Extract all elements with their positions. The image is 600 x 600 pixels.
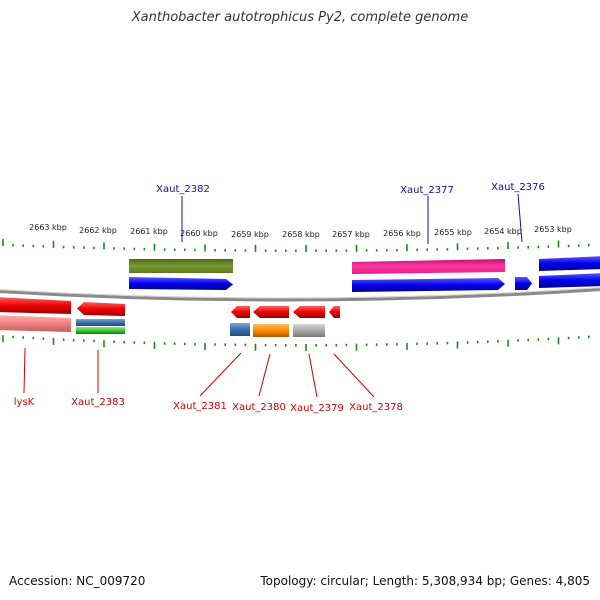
reverse-strand-features	[0, 297, 340, 337]
feature-lysk-pink[interactable]	[0, 315, 71, 332]
label-xaut-2380[interactable]: Xaut_2380	[232, 402, 286, 413]
scale-labels: 2663 kbp 2662 kbp 2661 kbp 2660 kbp 2659…	[29, 223, 572, 239]
scale-label-2662: 2662 kbp	[79, 226, 117, 235]
scale-label-2653: 2653 kbp	[534, 225, 572, 234]
lower-callout-lines	[23, 347, 375, 398]
feature-lysk[interactable]	[0, 297, 71, 314]
scale-label-2658: 2658 kbp	[282, 230, 320, 239]
feature-blue-block-right-bottom[interactable]	[539, 273, 600, 288]
label-xaut-2379[interactable]: Xaut_2379	[290, 403, 344, 414]
lower-labels: lysK Xaut_2383 Xaut_2381 Xaut_2380 Xaut_…	[14, 397, 403, 414]
label-xaut-2378[interactable]: Xaut_2378	[349, 402, 403, 413]
feature-xaut-2376[interactable]	[515, 277, 532, 290]
scale-label-2654: 2654 kbp	[484, 227, 522, 236]
genome-summary-text: Topology: circular; Length: 5,308,934 bp…	[260, 574, 590, 588]
upper-labels: Xaut_2382 Xaut_2377 Xaut_2376	[156, 182, 545, 196]
feature-xaut-2380[interactable]	[253, 306, 289, 318]
feature-xaut-2379[interactable]	[293, 306, 325, 318]
feature-xaut-2377[interactable]	[352, 259, 505, 274]
feature-xaut-2381-steel[interactable]	[230, 323, 250, 336]
feature-blue-arrow-2[interactable]	[352, 278, 505, 292]
genome-backbone	[0, 288, 600, 302]
scale-label-2663: 2663 kbp	[29, 223, 67, 232]
upper-tick-row	[2, 239, 590, 252]
genome-backbone-highlight	[0, 287, 600, 299]
scale-label-2659: 2659 kbp	[231, 230, 269, 239]
feature-blue-block-right-top[interactable]	[539, 256, 600, 271]
genome-title: Xanthobacter autotrophicus Py2, complete…	[131, 10, 469, 25]
feature-xaut-2379-gray[interactable]	[293, 324, 325, 337]
feature-xaut-2383-green[interactable]	[76, 327, 125, 334]
scale-label-2655: 2655 kbp	[434, 228, 472, 237]
upper-callout-lines	[181, 193, 523, 244]
forward-strand-features	[129, 256, 600, 292]
scale-label-2661: 2661 kbp	[130, 227, 168, 236]
scale-label-2656: 2656 kbp	[383, 229, 421, 238]
label-xaut-2383[interactable]: Xaut_2383	[71, 397, 125, 408]
label-xaut-2382[interactable]: Xaut_2382	[156, 184, 210, 195]
scale-label-2660: 2660 kbp	[180, 229, 218, 238]
feature-xaut-2383-steel[interactable]	[76, 319, 125, 326]
label-xaut-2381[interactable]: Xaut_2381	[173, 401, 227, 412]
scale-label-2657: 2657 kbp	[332, 230, 370, 239]
feature-xaut-2378[interactable]	[329, 306, 340, 318]
feature-xaut-2380-orange[interactable]	[253, 324, 289, 337]
feature-xaut-2382[interactable]	[129, 259, 233, 273]
feature-xaut-2381[interactable]	[231, 306, 250, 318]
label-xaut-2376[interactable]: Xaut_2376	[491, 182, 545, 193]
feature-blue-arrow-1[interactable]	[129, 277, 233, 290]
label-xaut-2377[interactable]: Xaut_2377	[400, 185, 454, 196]
feature-xaut-2383[interactable]	[77, 302, 125, 316]
lower-tick-row	[2, 335, 590, 351]
label-lysk[interactable]: lysK	[14, 397, 35, 408]
accession-text: Accession: NC_009720	[9, 574, 146, 588]
